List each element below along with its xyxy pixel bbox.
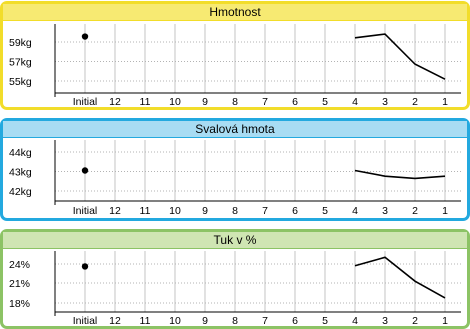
x-tick-label: 4 <box>352 315 358 327</box>
weight-chart: 59kg 57kg 55kg Initial 12 11 10 9 8 7 6 5 4 3 2 1 <box>9 24 461 108</box>
panel-title: Tuk v % <box>3 232 467 249</box>
x-tick-label: 8 <box>232 205 238 217</box>
x-tick-label: 2 <box>412 96 418 108</box>
x-tick-label: 10 <box>169 96 181 108</box>
x-tick-label: 4 <box>352 96 358 108</box>
muscle-panel: Svalová hmota 44kg 43kg 42kg Initial 12 11 10 9… <box>0 118 470 221</box>
x-tick-label: 8 <box>232 315 238 327</box>
y-tick-label: 21% <box>9 278 30 290</box>
x-tick-label: 12 <box>109 205 121 217</box>
x-tick-label: 6 <box>292 205 298 217</box>
x-tick-label: 5 <box>322 205 328 217</box>
x-tick-label: 2 <box>412 205 418 217</box>
y-tick-label: 24% <box>9 259 30 271</box>
y-tick-label: 43kg <box>9 167 32 179</box>
fat-panel: Tuk v % 24% 21% 18% Initial 12 11 10 9 8 7 6 5 4 3 2 1 <box>0 229 470 329</box>
x-tick-label: 3 <box>382 315 388 327</box>
x-tick-label: 1 <box>442 96 448 108</box>
x-tick-label: 6 <box>292 315 298 327</box>
series-line <box>354 256 446 299</box>
x-tick-label: 3 <box>382 96 388 108</box>
y-tick-label: 18% <box>9 298 30 310</box>
x-tick-label: 10 <box>169 205 181 217</box>
x-tick-label: 9 <box>202 96 208 108</box>
x-tick-label: 4 <box>352 205 358 217</box>
y-tick-label: 59kg <box>9 37 32 49</box>
x-tick-label: 11 <box>140 205 151 217</box>
x-tick-label: 11 <box>140 315 151 327</box>
y-tick-label: 42kg <box>9 186 32 198</box>
panel-title: Svalová hmota <box>3 121 467 138</box>
fat-chart: 24% 21% 18% Initial 12 11 10 9 8 7 6 5 4 3 2 1 <box>9 251 461 327</box>
x-tick-label: 7 <box>262 205 268 217</box>
x-tick-label: 1 <box>442 205 448 217</box>
x-tick-label: Initial <box>73 205 98 217</box>
x-tick-label: 2 <box>412 315 418 327</box>
x-tick-label: Initial <box>73 96 98 108</box>
x-tick-label: 8 <box>232 96 238 108</box>
x-tick-label: 9 <box>202 315 208 327</box>
x-tick-label: 3 <box>382 205 388 217</box>
x-tick-label: 6 <box>292 96 298 108</box>
x-tick-label: Initial <box>73 315 98 327</box>
x-tick-label: 11 <box>140 96 151 108</box>
data-point <box>81 263 89 270</box>
panel-title: Hmotnost <box>3 4 467 21</box>
x-tick-label: 5 <box>322 315 328 327</box>
x-tick-label: 7 <box>262 315 268 327</box>
x-tick-label: 5 <box>322 96 328 108</box>
x-tick-label: 7 <box>262 96 268 108</box>
x-tick-label: 12 <box>109 96 121 108</box>
x-tick-label: 10 <box>169 315 181 327</box>
series-line <box>354 169 446 180</box>
series-line <box>354 33 446 80</box>
x-tick-label: 9 <box>202 205 208 217</box>
x-tick-label: 1 <box>442 315 448 327</box>
muscle-chart: 44kg 43kg 42kg Initial 12 11 10 9 8 7 6 5 4 3 2 1 <box>9 140 461 217</box>
y-tick-label: 55kg <box>9 76 32 88</box>
x-tick-label: 12 <box>109 315 121 327</box>
y-tick-label: 57kg <box>9 57 32 69</box>
data-point <box>81 167 89 174</box>
weight-panel: Hmotnost 59kg 57kg 55kg Initial 12 11 10 9 8 7 6 5 4… <box>0 1 470 110</box>
data-point <box>81 33 89 40</box>
y-tick-label: 44kg <box>9 147 32 159</box>
